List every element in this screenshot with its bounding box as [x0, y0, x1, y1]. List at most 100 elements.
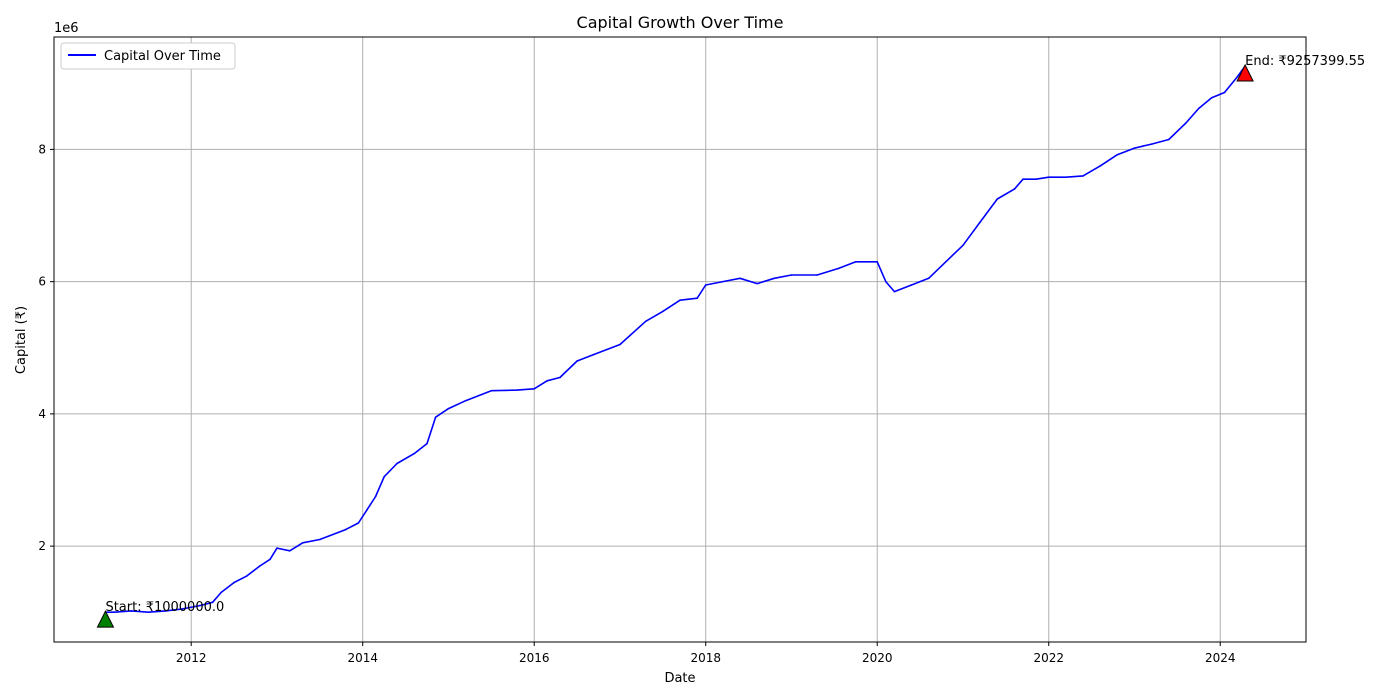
data-point — [269, 558, 271, 561]
data-point — [319, 538, 321, 541]
data-point — [979, 221, 981, 223]
data-point — [490, 389, 493, 392]
y-tick-label: 8 — [38, 142, 46, 156]
data-point — [344, 528, 347, 531]
data-point — [1150, 143, 1153, 145]
x-tick-label: 2022 — [1033, 651, 1064, 665]
data-point — [704, 284, 707, 286]
data-point — [199, 604, 201, 607]
data-point — [739, 277, 741, 280]
data-point — [546, 380, 548, 382]
data-point — [164, 610, 167, 612]
data-point — [374, 495, 377, 498]
data-point — [357, 522, 360, 524]
y-axis-ticks: 2 4 6 8 — [38, 142, 54, 553]
data-point — [259, 565, 261, 567]
data-point — [276, 547, 278, 549]
data-point — [233, 581, 235, 584]
legend-box — [60, 42, 236, 70]
data-point — [790, 274, 793, 276]
x-axis-label: Date — [664, 671, 695, 686]
data-point — [885, 280, 887, 283]
data-point — [619, 343, 621, 346]
end-annotation: End: ₹9257399.55 — [1245, 54, 1365, 69]
end-marker — [1236, 63, 1254, 82]
data-point — [434, 416, 437, 419]
data-point — [1168, 138, 1170, 141]
data-point — [962, 244, 964, 247]
data-point — [816, 274, 818, 276]
data-point — [1198, 107, 1200, 110]
data-point — [1210, 97, 1213, 99]
data-point — [211, 601, 214, 604]
x-tick-label: 2014 — [347, 651, 378, 665]
data-point — [773, 277, 776, 280]
data-point — [533, 388, 535, 390]
data-point — [1013, 188, 1016, 190]
y-tick-label: 4 — [38, 407, 46, 421]
data-point — [396, 462, 398, 465]
data-point — [910, 284, 913, 286]
data-point — [426, 442, 428, 445]
x-tick-label: 2020 — [862, 651, 893, 665]
data-point — [516, 389, 518, 391]
data-point — [559, 376, 561, 379]
data-point — [1133, 147, 1136, 149]
x-tick-label: 2024 — [1205, 651, 1236, 665]
chart-title: Capital Growth Over Time — [577, 13, 784, 32]
y-tick-label: 6 — [38, 275, 46, 289]
data-point — [576, 360, 578, 362]
marker-layer: Start: ₹1000000.0 End: ₹9257399.55 — [96, 54, 1365, 628]
data-point — [722, 280, 724, 283]
data-point — [1022, 178, 1024, 180]
data-point — [447, 407, 450, 410]
plot-frame — [53, 36, 1307, 643]
data-point — [996, 198, 999, 200]
grid — [54, 37, 1306, 642]
data-point — [893, 290, 896, 293]
data-point — [1185, 122, 1187, 124]
legend: Capital Over Time — [60, 42, 236, 70]
data-point — [644, 320, 647, 323]
data-point — [1236, 75, 1239, 78]
data-point — [301, 542, 304, 544]
data-point — [220, 591, 222, 594]
data-point — [1116, 153, 1119, 156]
y-offset-label: 1e6 — [54, 21, 79, 36]
data-point — [593, 353, 595, 356]
data-point — [1099, 165, 1101, 167]
data-point — [366, 509, 368, 511]
data-point — [413, 452, 416, 455]
start-annotation: Start: ₹1000000.0 — [105, 600, 224, 615]
data-point — [383, 475, 386, 478]
data-point — [1065, 176, 1067, 178]
data-point — [662, 310, 664, 313]
data-point — [679, 299, 681, 302]
y-tick-label: 2 — [38, 539, 46, 553]
data-point — [1035, 178, 1037, 180]
data-point — [246, 575, 248, 577]
data-point — [855, 261, 857, 263]
x-tick-label: 2012 — [176, 651, 207, 665]
data-point — [876, 261, 878, 263]
data-point — [837, 267, 840, 270]
data-point — [147, 611, 150, 613]
data-point — [464, 399, 467, 402]
x-tick-label: 2016 — [519, 651, 550, 665]
data-point — [1223, 91, 1226, 94]
start-marker — [96, 610, 115, 628]
data-point — [1047, 176, 1050, 178]
data-point — [927, 277, 930, 280]
data-point — [1082, 175, 1084, 177]
y-axis-label: Capital (₹) — [14, 306, 29, 374]
x-axis-ticks: 2012 2014 2016 2018 2020 2022 2024 — [176, 642, 1236, 665]
data-point — [113, 611, 115, 613]
data-point — [696, 297, 698, 300]
x-tick-label: 2018 — [690, 651, 721, 665]
data-point — [130, 610, 132, 612]
legend-label: Capital Over Time — [104, 49, 221, 64]
data-point — [181, 608, 184, 610]
data-point — [289, 550, 291, 552]
